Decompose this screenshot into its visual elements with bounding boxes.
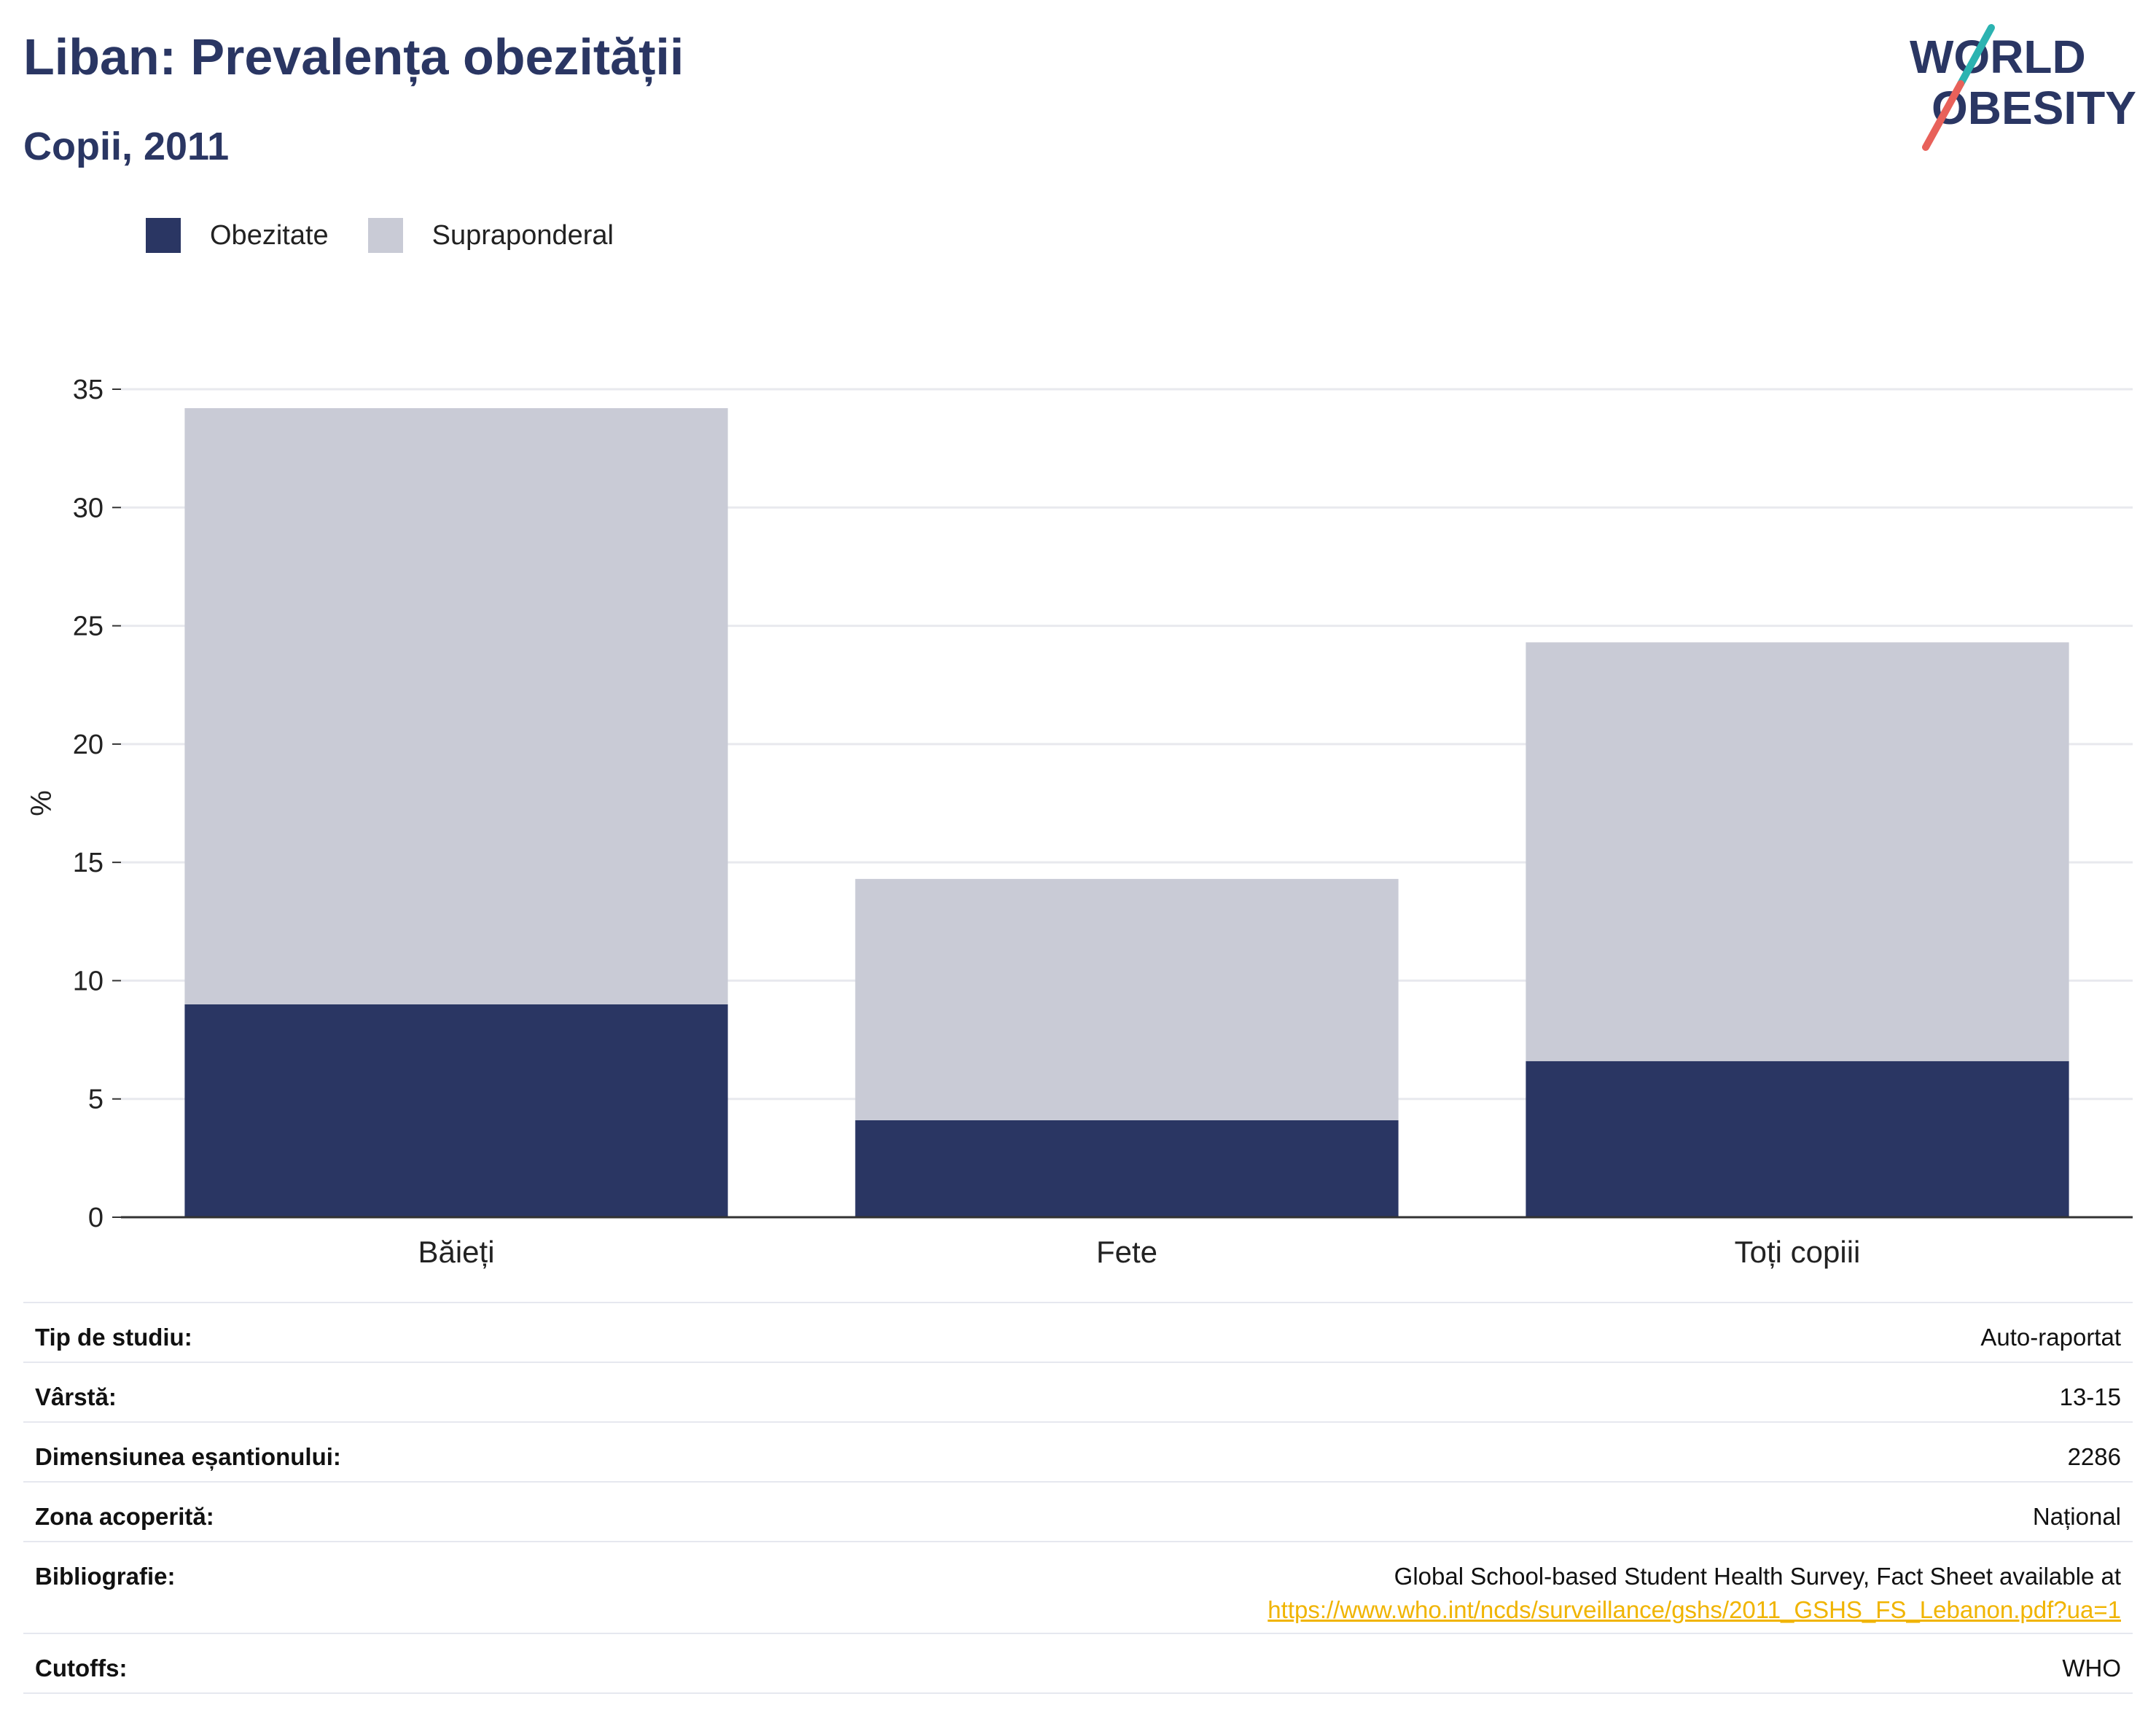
detail-value: 13-15 — [2059, 1383, 2121, 1410]
stacked-bar-chart: 0 5 10 15 20 25 30 35% Băieți Fete Toți copiii — [26, 375, 2133, 1269]
legend-label-obezitate: Obezitate — [210, 219, 329, 251]
detail-row-sample-size: Dimensiunea eșantionului: 2286 — [23, 1423, 2133, 1483]
bar-supraponderal — [855, 878, 1399, 1120]
bar-supraponderal — [184, 407, 728, 1004]
logo-slash-teal — [1957, 24, 1995, 87]
logo-line-1: WORLD — [1910, 31, 2086, 83]
x-tick-label: Băieți — [418, 1235, 494, 1269]
detail-value: Auto-raportat — [1980, 1324, 2121, 1351]
logo-line-2: OBESITY — [1932, 82, 2136, 134]
world-obesity-logo: WORLD OBESITY — [1910, 24, 2136, 151]
legend-item-supraponderal: Supraponderal — [367, 218, 614, 253]
chart-legend: Obezitate Supraponderal — [146, 217, 653, 254]
detail-row-bibliography: Bibliografie: Global School-based Studen… — [23, 1542, 2133, 1634]
y-tick-label: 10 — [73, 966, 103, 996]
y-axis-label: % — [26, 790, 58, 816]
bar-obezitate — [855, 1120, 1399, 1217]
detail-label: Dimensiunea eșantionului: — [35, 1443, 341, 1470]
detail-label: Tip de studiu: — [35, 1324, 192, 1351]
legend-swatch-obezitate — [146, 218, 181, 253]
y-tick-label: 20 — [73, 730, 103, 760]
detail-label: Cutoffs: — [35, 1655, 128, 1682]
chart-subtitle: Copii, 2011 — [23, 125, 230, 168]
logo-slash-coral — [1922, 80, 1964, 151]
y-tick-label: 15 — [73, 848, 103, 878]
detail-value: Global School-based Student Health Surve… — [1268, 1563, 2121, 1624]
detail-value: WHO — [2062, 1655, 2121, 1682]
detail-value: Național — [2032, 1503, 2121, 1530]
bibliography-text: Global School-based Student Health Surve… — [1394, 1563, 2121, 1590]
bar-obezitate — [184, 1004, 728, 1217]
detail-label: Zona acoperită: — [35, 1503, 214, 1530]
bar-obezitate — [1526, 1061, 2069, 1217]
y-tick-label: 0 — [88, 1203, 103, 1233]
bar-supraponderal — [1526, 642, 2069, 1061]
detail-value: 2286 — [2067, 1443, 2121, 1470]
detail-label: Vârstă: — [35, 1383, 117, 1410]
x-tick-label: Fete — [1096, 1235, 1157, 1269]
detail-row-age: Vârstă: 13-15 — [23, 1363, 2133, 1423]
study-details-table: Tip de studiu: Auto-raportat Vârstă: 13-… — [23, 1302, 2133, 1694]
y-tick-label: 5 — [88, 1085, 103, 1115]
bibliography-link[interactable]: https://www.who.int/ncds/surveillance/gs… — [1268, 1596, 2121, 1623]
detail-label: Bibliografie: — [35, 1563, 176, 1590]
chart-title: Liban: Prevalența obezității — [23, 28, 684, 85]
y-tick-label: 35 — [73, 375, 103, 405]
detail-row-study-type: Tip de studiu: Auto-raportat — [23, 1303, 2133, 1363]
x-tick-label: Toți copiii — [1735, 1235, 1861, 1269]
detail-row-cutoffs: Cutoffs: WHO — [23, 1634, 2133, 1694]
legend-swatch-supraponderal — [367, 218, 403, 253]
y-tick-label: 25 — [73, 612, 103, 642]
detail-row-area: Zona acoperită: Național — [23, 1483, 2133, 1542]
legend-label-supraponderal: Supraponderal — [431, 219, 614, 251]
legend-item-obezitate: Obezitate — [146, 218, 329, 253]
y-tick-label: 30 — [73, 493, 103, 523]
